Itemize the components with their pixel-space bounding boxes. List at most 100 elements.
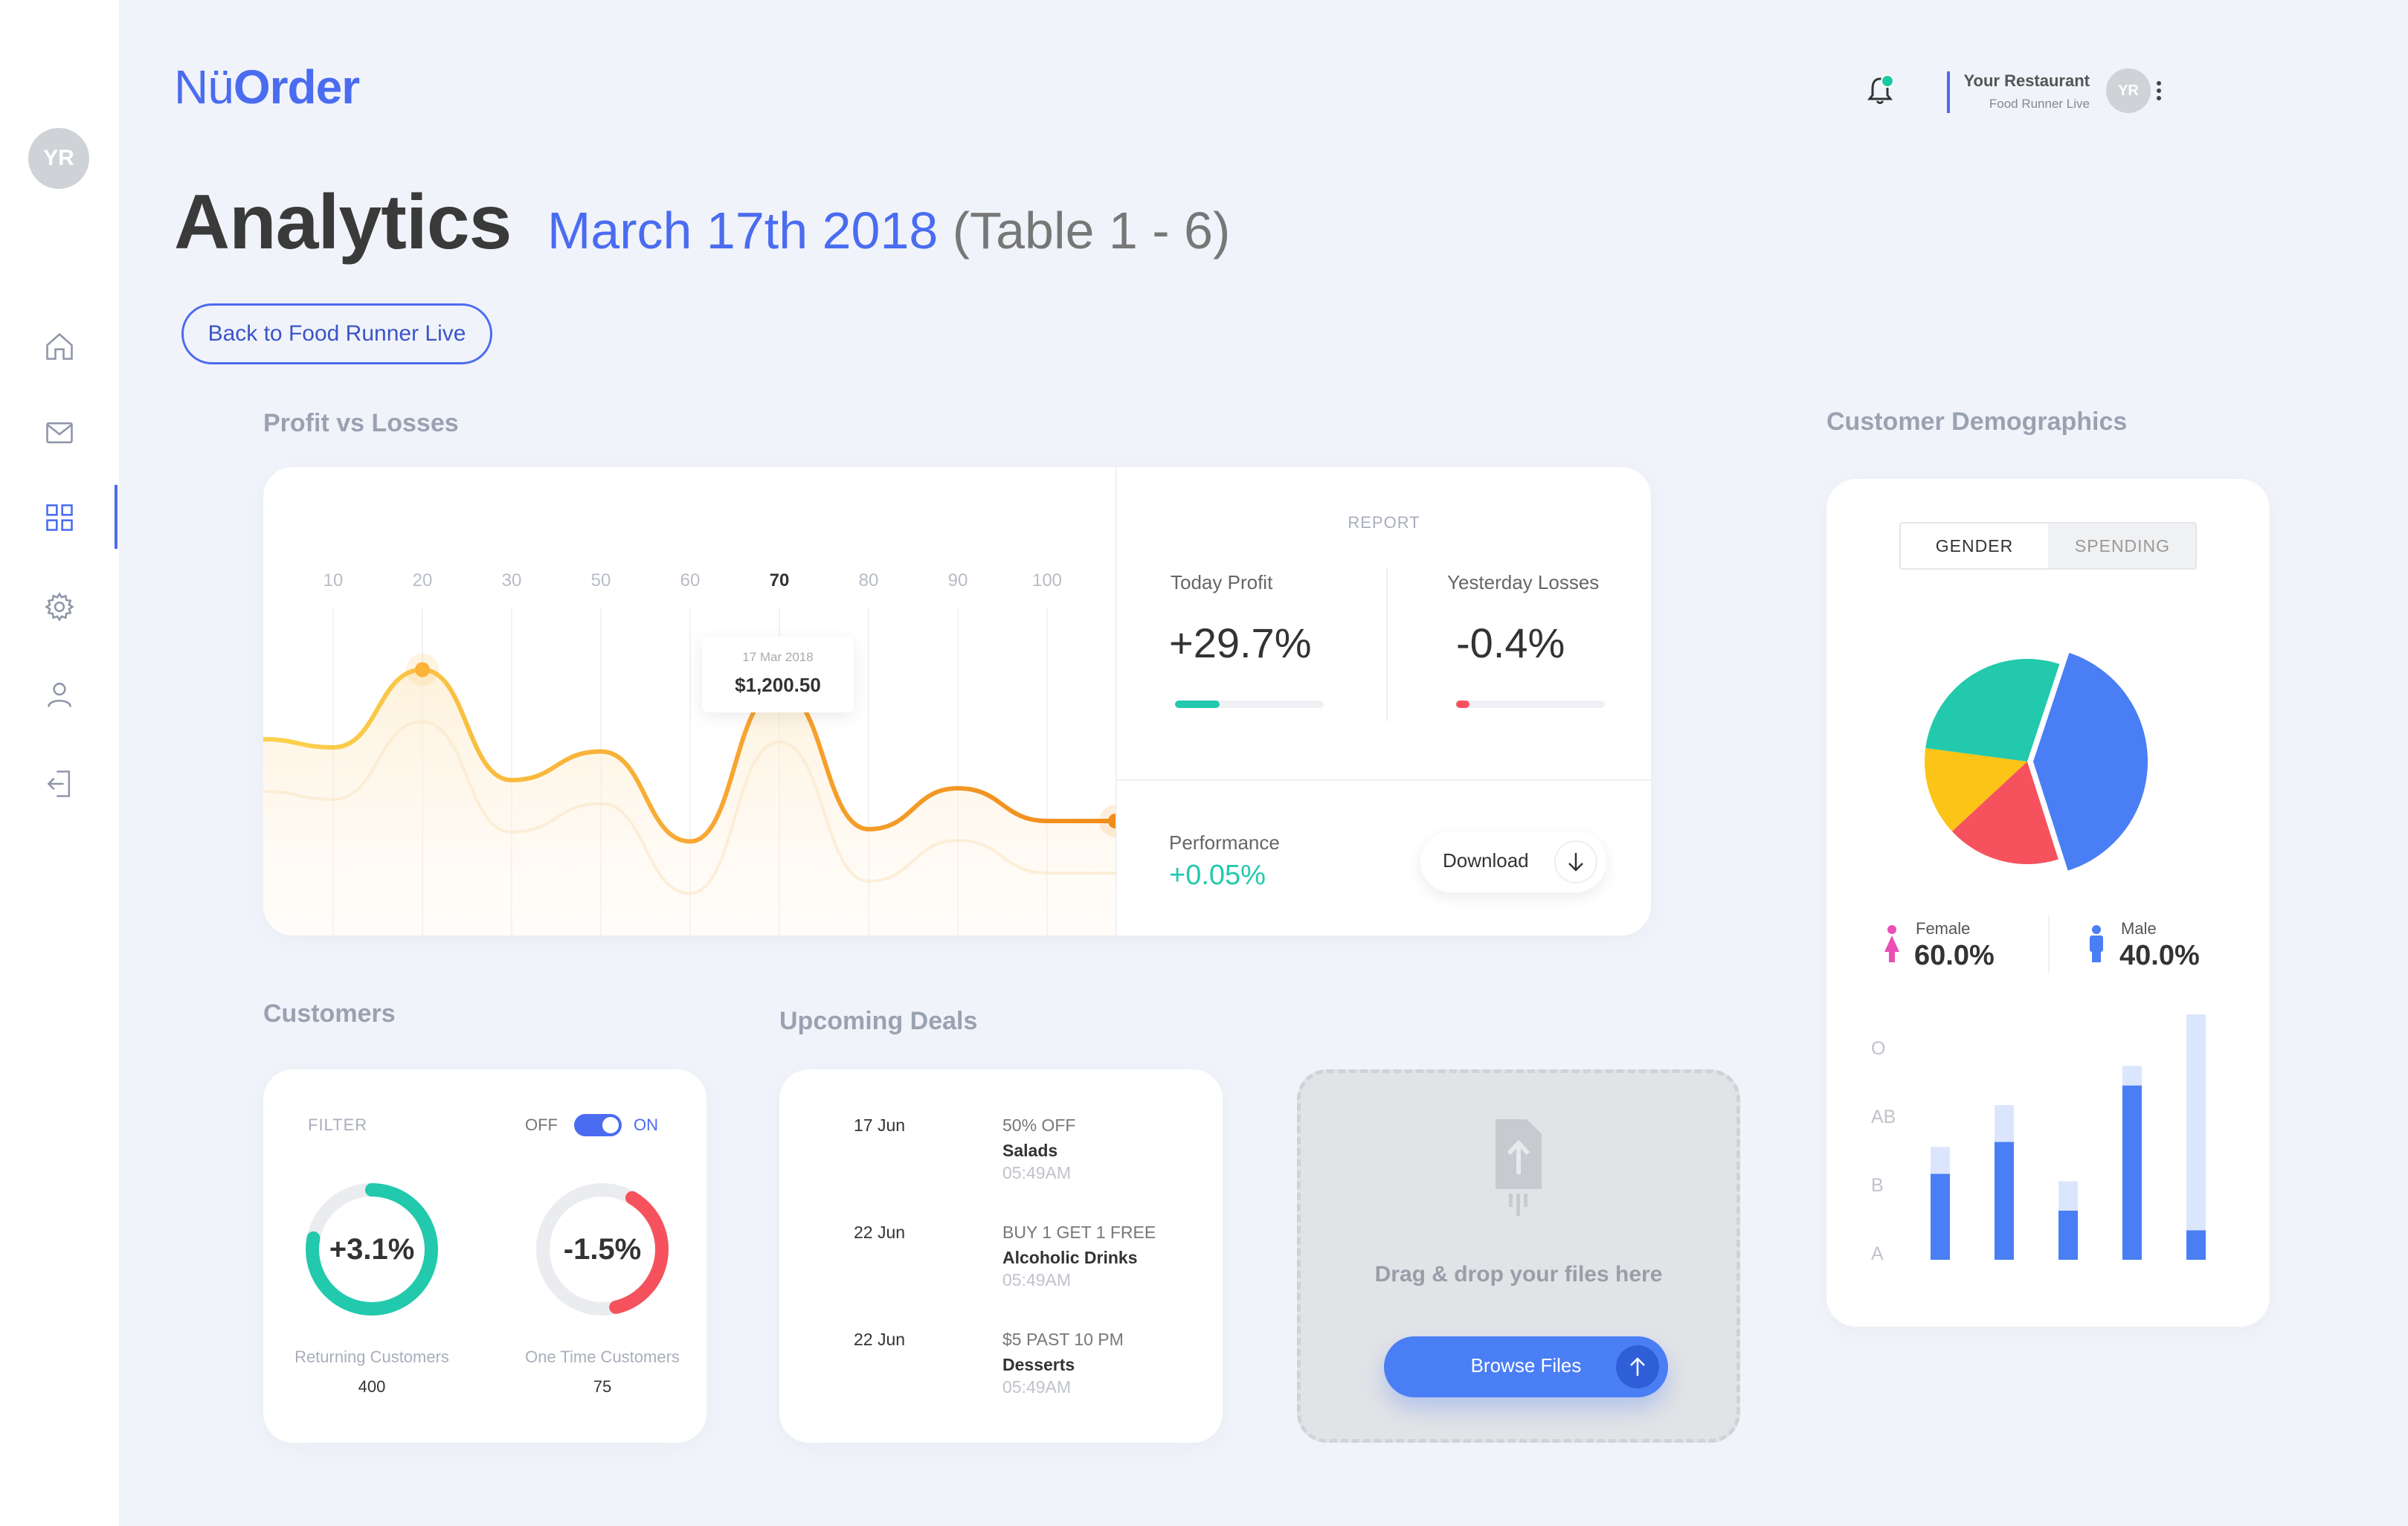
upload-arrow-icon — [1616, 1345, 1659, 1388]
pie-slice[interactable] — [1951, 762, 2058, 864]
deals-card: 17 Jun 50% OFF Salads 05:49AM 22 Jun BUY… — [779, 1069, 1223, 1443]
deal-title: Alcoholic Drinks — [1002, 1248, 1138, 1267]
dashboard-icon[interactable] — [39, 497, 80, 538]
yesterday-losses-track — [1456, 701, 1605, 708]
user-icon[interactable] — [39, 674, 80, 715]
deal-time: 05:49AM — [1002, 1163, 1072, 1182]
tab-gender[interactable]: GENDER — [1901, 524, 2048, 568]
data-point[interactable] — [415, 662, 430, 677]
avatar[interactable]: YR — [28, 128, 89, 189]
data-point[interactable] — [1108, 814, 1117, 828]
demographics-tabs: GENDER SPENDING — [1899, 522, 2197, 570]
x-tick-label: 90 — [948, 570, 968, 590]
card-divider-horizontal — [1117, 779, 1651, 781]
header-divider — [1947, 71, 1950, 113]
bar[interactable] — [1995, 1142, 2014, 1260]
card-divider-vertical — [1116, 467, 1117, 936]
home-icon[interactable] — [39, 326, 80, 367]
bar[interactable] — [2186, 1230, 2206, 1260]
deal-offer: BUY 1 GET 1 FREE — [1002, 1223, 1156, 1242]
pie-slice[interactable] — [1925, 659, 2060, 762]
tooltip-value: $1,200.50 — [735, 674, 821, 696]
deal-time: 05:49AM — [1002, 1270, 1072, 1290]
toggle-on-label: ON — [634, 1115, 658, 1134]
deal-title: Salads — [1002, 1141, 1058, 1160]
secondary-line — [263, 720, 1117, 895]
today-profit-value: +29.7% — [1169, 619, 1312, 666]
x-tick-label: 70 — [770, 570, 790, 590]
browse-label: Browse Files — [1470, 1354, 1582, 1377]
deal-offer: 50% OFF — [1002, 1115, 1076, 1135]
page-tables: (Table 1 - 6) — [952, 202, 1231, 260]
tab-spending[interactable]: SPENDING — [2048, 524, 2195, 568]
y-label-o: O — [1871, 1038, 1886, 1059]
more-icon[interactable] — [2154, 77, 2164, 104]
y-label-ab: AB — [1871, 1107, 1896, 1127]
toggle-knob — [602, 1117, 619, 1133]
profit-card: 10 20 30 50 60 70 80 90 100 REPORT Today Profit … — [263, 467, 1651, 936]
customers-card: FILTER OFF ON +3.1% Returning Customers … — [263, 1069, 706, 1443]
blood-type-bar-chart — [1931, 1014, 2206, 1261]
returning-donut-arc — [306, 1183, 438, 1316]
download-button[interactable]: Download — [1420, 831, 1606, 892]
profit-line — [263, 667, 1117, 844]
bar-background — [2186, 1014, 2206, 1260]
x-tick-label: 100 — [1032, 570, 1062, 590]
header-avatar[interactable]: YR — [2106, 68, 2151, 113]
female-value: 60.0% — [1914, 940, 1995, 971]
report-divider — [1386, 568, 1388, 721]
profit-line-chart: 10 20 30 50 60 70 80 90 100 — [263, 570, 1117, 936]
one-time-percent: -1.5% — [563, 1233, 642, 1266]
bar[interactable] — [1931, 1174, 1950, 1261]
returning-donut — [306, 1183, 438, 1316]
gender-divider — [2048, 916, 2050, 973]
app-logo: NüOrder — [174, 59, 360, 115]
today-profit-fill — [1175, 701, 1220, 708]
download-arrow-icon — [1554, 840, 1597, 883]
returning-label: Returning Customers — [294, 1348, 449, 1366]
bar[interactable] — [2058, 1211, 2078, 1260]
today-profit-label: Today Profit — [1171, 571, 1273, 593]
deal-offer: $5 PAST 10 PM — [1002, 1330, 1124, 1349]
x-tick-label: 50 — [591, 570, 611, 590]
one-time-count: 75 — [593, 1377, 612, 1396]
bar[interactable] — [2122, 1085, 2142, 1260]
restaurant-name: Your Restaurant — [1963, 71, 2090, 90]
deal-time: 05:49AM — [1002, 1377, 1072, 1397]
yesterday-losses-fill — [1456, 701, 1469, 708]
pie-slice[interactable] — [2033, 652, 2148, 871]
page-title: Analytics — [174, 179, 512, 265]
gender-pie-chart — [1925, 652, 2148, 871]
browse-files-button[interactable]: Browse Files — [1384, 1336, 1668, 1397]
x-tick-label: 20 — [413, 570, 433, 590]
one-time-donut — [536, 1183, 669, 1316]
back-button[interactable]: Back to Food Runner Live — [181, 303, 492, 364]
logout-icon[interactable] — [39, 763, 80, 805]
deals-section-title: Upcoming Deals — [779, 1007, 978, 1035]
female-icon — [1881, 924, 1902, 965]
deal-date: 22 Jun — [854, 1330, 906, 1349]
filter-toggle[interactable] — [574, 1114, 622, 1136]
one-time-label: One Time Customers — [525, 1348, 680, 1366]
female-label: Female — [1916, 919, 1971, 938]
settings-icon[interactable] — [39, 586, 80, 628]
yesterday-losses-label: Yesterday Losses — [1447, 571, 1600, 593]
download-label: Download — [1443, 849, 1529, 872]
tooltip-date: 17 Mar 2018 — [742, 650, 814, 664]
report-label: REPORT — [1348, 513, 1420, 532]
logo-bold: Order — [233, 60, 360, 114]
returning-count: 400 — [358, 1377, 386, 1396]
deal-title: Desserts — [1002, 1355, 1075, 1374]
mail-icon[interactable] — [39, 412, 80, 454]
pie-slice[interactable] — [1925, 747, 2027, 831]
today-profit-track — [1175, 701, 1324, 708]
toggle-off-label: OFF — [525, 1115, 558, 1134]
deal-date: 17 Jun — [854, 1115, 906, 1135]
bell-icon[interactable] — [1865, 74, 1895, 107]
deal-date: 22 Jun — [854, 1223, 906, 1242]
restaurant-sub: Food Runner Live — [1989, 97, 2090, 111]
file-dropzone[interactable]: Drag & drop your files here Browse Files — [1297, 1069, 1740, 1443]
page-subtitle: March 17th 2018 (Table 1 - 6) — [547, 201, 1230, 260]
customers-section-title: Customers — [263, 999, 396, 1028]
demographics-section-title: Customer Demographics — [1826, 408, 2128, 436]
